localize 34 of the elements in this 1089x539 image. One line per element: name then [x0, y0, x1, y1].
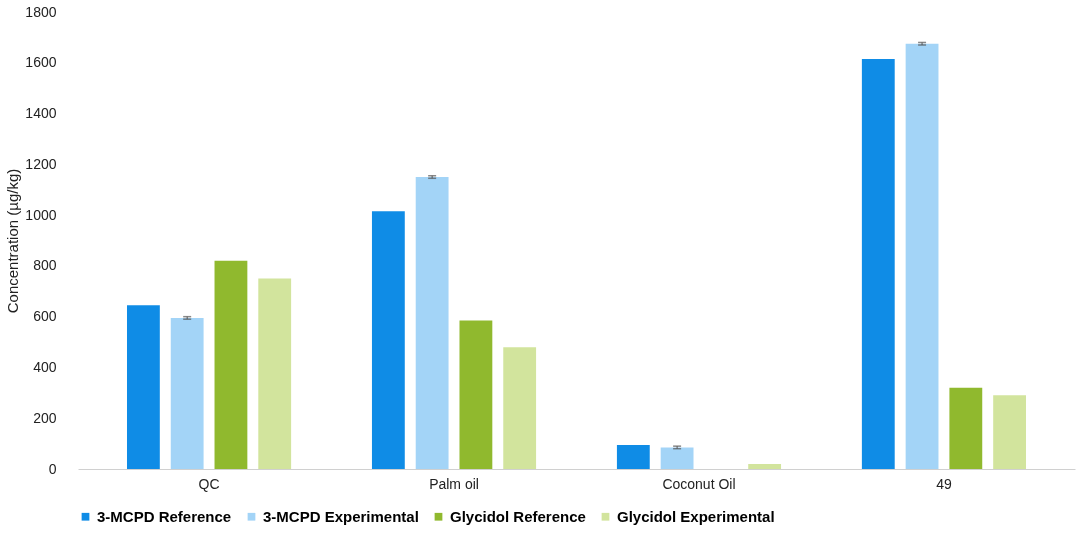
- bar: [616, 444, 650, 469]
- bar: [170, 317, 204, 469]
- x-tick-label: Coconut Oil: [662, 475, 736, 492]
- x-tick-label: QC: [198, 475, 220, 492]
- bar: [949, 387, 983, 469]
- legend-label: Glycidol Experimental: [617, 507, 775, 525]
- legend-label: Glycidol Reference: [450, 507, 586, 525]
- legend-label: 3-MCPD Reference: [97, 507, 232, 525]
- bar: [459, 320, 493, 469]
- bar: [503, 347, 537, 469]
- x-tick-label: Palm oil: [429, 475, 479, 492]
- y-tick-label: 200: [33, 409, 57, 426]
- y-tick-label: 0: [48, 460, 57, 477]
- y-tick-label: 1800: [25, 3, 57, 20]
- bar: [905, 43, 939, 469]
- y-tick-label: 600: [33, 308, 57, 325]
- x-tick-label: 49: [936, 475, 952, 492]
- bar: [748, 463, 782, 469]
- bar: [993, 395, 1027, 469]
- bar: [126, 305, 160, 469]
- y-tick-label: 400: [33, 358, 57, 375]
- y-axis-title: Concentration (µg/kg): [4, 168, 22, 314]
- bar: [214, 260, 248, 469]
- y-tick-label: 1400: [25, 105, 57, 122]
- y-tick-label: 1000: [25, 206, 57, 223]
- bar: [415, 177, 449, 469]
- y-tick-label: 1600: [25, 54, 57, 71]
- y-tick-label: 800: [33, 257, 57, 274]
- bar: [258, 278, 292, 469]
- y-tick-label: 1200: [25, 155, 57, 172]
- bar: [371, 211, 405, 469]
- legend-label: 3-MCPD Experimental: [263, 507, 419, 525]
- bar: [861, 58, 895, 469]
- bar: [660, 447, 694, 469]
